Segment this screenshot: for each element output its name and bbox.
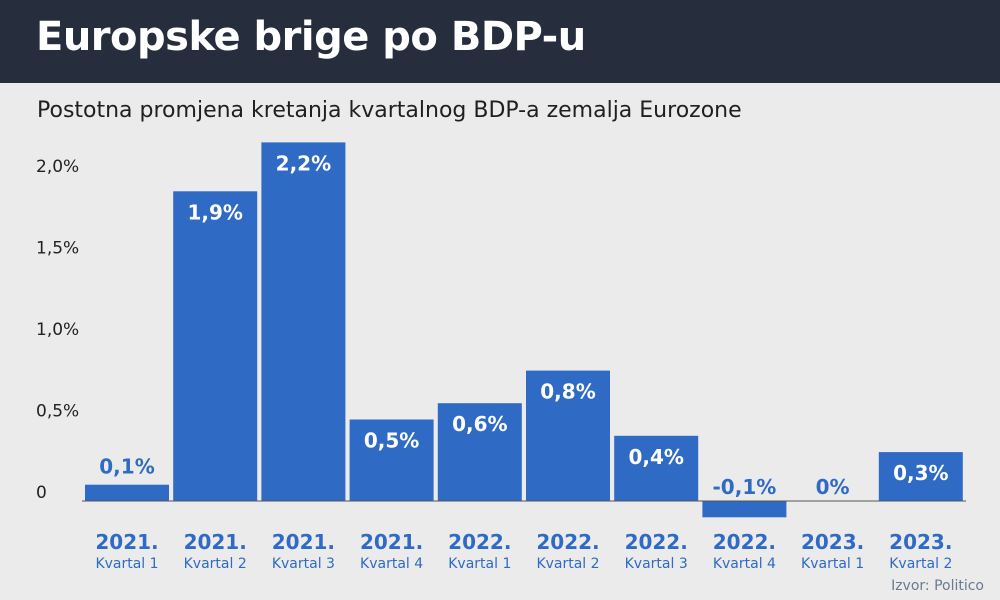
x-tick-year: 2021.: [272, 530, 335, 554]
bar-value-label: 0,4%: [628, 445, 683, 469]
page-title: Europske brige po BDP-u: [36, 14, 586, 60]
bar: [261, 142, 346, 501]
bar: [702, 501, 787, 518]
source-note: Izvor: Politico: [891, 578, 984, 594]
bar-value-label: 2,2%: [276, 151, 331, 175]
x-tick-year: 2021.: [360, 530, 423, 554]
x-tick-year: 2022.: [713, 530, 776, 554]
x-tick-year: 2021.: [184, 530, 247, 554]
bar: [173, 191, 258, 502]
x-tick-quarter: Kvartal 2: [536, 556, 599, 572]
bar-value-label: 0%: [816, 475, 850, 499]
x-tick-quarter: Kvartal 4: [360, 556, 423, 572]
x-tick-year: 2021.: [95, 530, 158, 554]
x-tick-quarter: Kvartal 1: [448, 556, 511, 572]
y-tick-label: 0: [36, 483, 47, 503]
x-tick-year: 2022.: [536, 530, 599, 554]
x-tick-quarter: Kvartal 2: [889, 556, 952, 572]
bar-value-label: 0,3%: [893, 461, 948, 485]
bar-value-label: 0,8%: [540, 380, 595, 404]
y-tick-label: 1,0%: [36, 320, 79, 340]
x-tick-quarter: Kvartal 4: [713, 556, 776, 572]
x-tick-year: 2022.: [625, 530, 688, 554]
bar-value-label: 1,9%: [187, 200, 242, 224]
bar: [349, 419, 434, 501]
bar: [878, 452, 963, 501]
bar: [85, 484, 169, 501]
bar: [526, 370, 610, 501]
x-tick-quarter: Kvartal 1: [801, 556, 864, 572]
bar-value-label: 0,5%: [364, 429, 419, 453]
y-tick-label: 2,0%: [36, 157, 79, 177]
x-tick-year: 2023.: [801, 530, 864, 554]
x-tick-quarter: Kvartal 1: [95, 556, 158, 572]
bar-value-label: 0,1%: [99, 455, 154, 479]
y-tick-label: 1,5%: [36, 239, 79, 259]
header-bar: Europske brige po BDP-u: [0, 0, 1000, 83]
chart-subtitle: Postotna promjena kretanja kvartalnog BD…: [37, 98, 742, 123]
bar: [437, 403, 522, 501]
x-tick-quarter: Kvartal 2: [184, 556, 247, 572]
bar: [614, 435, 699, 501]
x-tick-quarter: Kvartal 3: [272, 556, 335, 572]
x-tick-year: 2023.: [889, 530, 952, 554]
x-tick-year: 2022.: [448, 530, 511, 554]
bar-value-label: -0,1%: [713, 475, 777, 499]
x-tick-quarter: Kvartal 3: [625, 556, 688, 572]
y-tick-label: 0,5%: [36, 402, 79, 422]
bar-value-label: 0,6%: [452, 412, 507, 436]
